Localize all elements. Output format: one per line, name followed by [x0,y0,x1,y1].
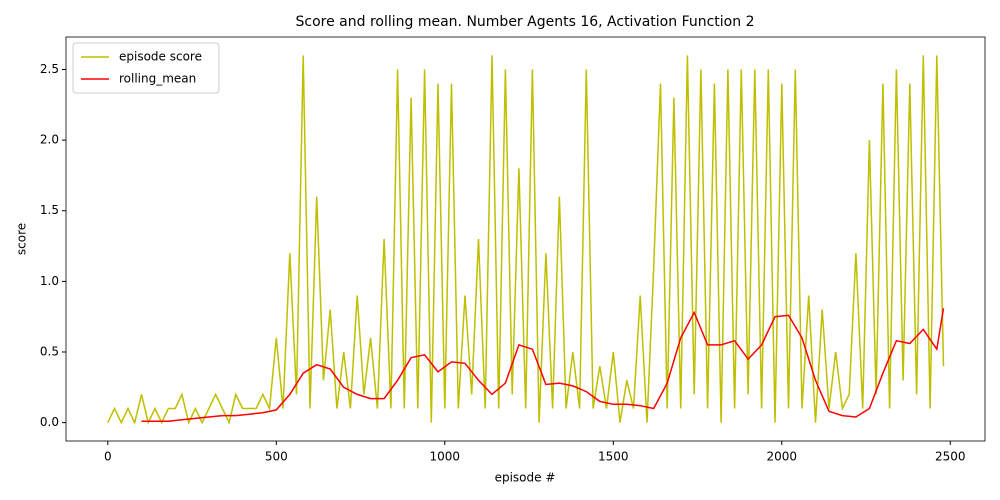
legend-box [72,42,220,94]
x-axis-label: episode # [495,471,556,485]
plot-frame [65,36,986,442]
y-tick-label: 0.5 [40,345,59,359]
y-tick-label: 2.0 [40,133,59,147]
y-axis-label: score [15,223,29,255]
y-tick-label: 2.5 [40,62,59,76]
x-tick-label: 2500 [935,450,966,464]
chart-title: Score and rolling mean. Number Agents 16… [296,14,755,30]
x-tick-label: 2000 [767,450,798,464]
y-tick-label: 1.5 [40,203,59,217]
x-tick-label: 500 [265,450,288,464]
legend-label: rolling_mean [119,72,196,86]
x-tick-label: 1500 [598,450,629,464]
series-line [141,308,945,422]
y-tick-label: 0.0 [40,415,59,429]
series-line [107,55,945,425]
x-tick-label: 1000 [430,450,461,464]
x-tick-label: 0 [104,450,112,464]
legend-label: episode score [119,50,202,64]
y-tick-label: 1.0 [40,274,59,288]
